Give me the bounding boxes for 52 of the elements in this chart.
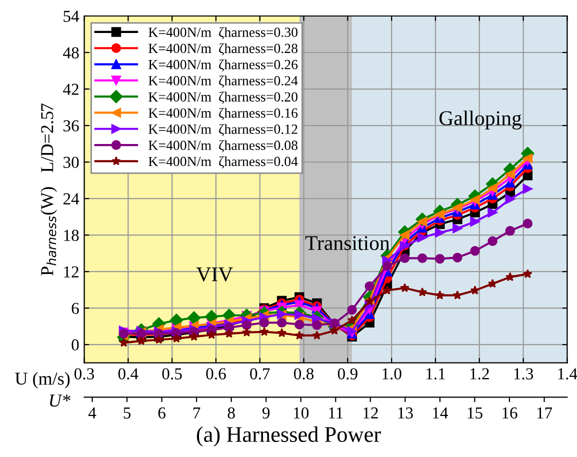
y-tick-label: 12	[64, 266, 78, 278]
x-tick-label: 0.4	[118, 368, 138, 380]
legend-label: K=400N/m ζharness=0.28	[148, 43, 298, 56]
x2-tick-label: 4	[88, 407, 96, 418]
x-tick-label: 0.3	[74, 368, 94, 380]
x2-tick-label: 13	[398, 407, 413, 419]
x-tick-label: 0.7	[250, 368, 270, 380]
x-axis-title: U (m/s)	[15, 372, 70, 388]
y-tick-label: 30	[64, 156, 79, 168]
legend-label: K=400N/m ζharness=0.16	[148, 108, 298, 120]
x-tick-label: 1.2	[470, 368, 489, 380]
x2-tick-label: 6	[158, 407, 166, 419]
legend-label: K=400N/m ζharness=0.12	[148, 124, 298, 136]
x-tick-label: 1.1	[426, 368, 445, 380]
x2-axis-title: U*	[50, 394, 70, 407]
y-tick-label: 24	[63, 193, 80, 204]
x2-tick-label: 11	[329, 407, 343, 418]
annotation: Galloping	[439, 110, 522, 130]
legend-label: K=400N/m ζharness=0.20	[148, 92, 298, 104]
y-tick-label: 54	[64, 10, 80, 22]
x2-tick-label: 17	[537, 407, 552, 418]
x2-tick-label: 12	[364, 407, 378, 418]
y-tick-label: 0	[72, 339, 79, 351]
x-tick-label: 1.3	[514, 368, 534, 380]
y-axis-title: P$_{harness}$(W) L/D=2.57	[40, 104, 57, 276]
y-tick-label: 6	[72, 302, 79, 314]
x-tick-label: 0.9	[338, 368, 358, 380]
x2-tick-label: 8	[228, 407, 235, 419]
legend-label: K=400N/m ζharness=0.24	[148, 76, 298, 88]
x2-tick-label: 16	[502, 407, 518, 419]
text: (a) Harnessed Power	[196, 426, 381, 447]
legend-label: K=400N/m ζharness=0.30	[148, 27, 298, 40]
y-tick-label: 36	[64, 120, 79, 132]
legend-label: K=400N/m ζharness=0.04	[148, 156, 298, 168]
x2-tick-label: 15	[468, 407, 482, 419]
y-tick-label: 18	[64, 230, 79, 242]
x-tick-label: 1.0	[382, 368, 402, 380]
x-tick-label: 0.8	[294, 368, 314, 380]
annotation: VIV	[196, 268, 233, 282]
x-tick-label: 0.5	[162, 368, 182, 380]
legend-label: K=400N/m ζharness=0.26	[148, 59, 298, 72]
y-tick-label: 42	[63, 84, 78, 95]
x2-tick-label: 5	[124, 408, 131, 419]
annotation: Transition	[305, 236, 390, 250]
x2-tick-label: 14	[433, 407, 448, 418]
x-tick-label: 0.6	[206, 368, 226, 380]
x2-tick-label: 7	[193, 408, 200, 418]
y-tick-label: 48	[63, 47, 79, 58]
x-tick-label: 1.4	[558, 368, 577, 380]
x2-tick-label: 10	[294, 407, 309, 419]
legend-label: K=400N/m ζharness=0.08	[148, 140, 298, 152]
x2-tick-label: 9	[262, 407, 270, 419]
